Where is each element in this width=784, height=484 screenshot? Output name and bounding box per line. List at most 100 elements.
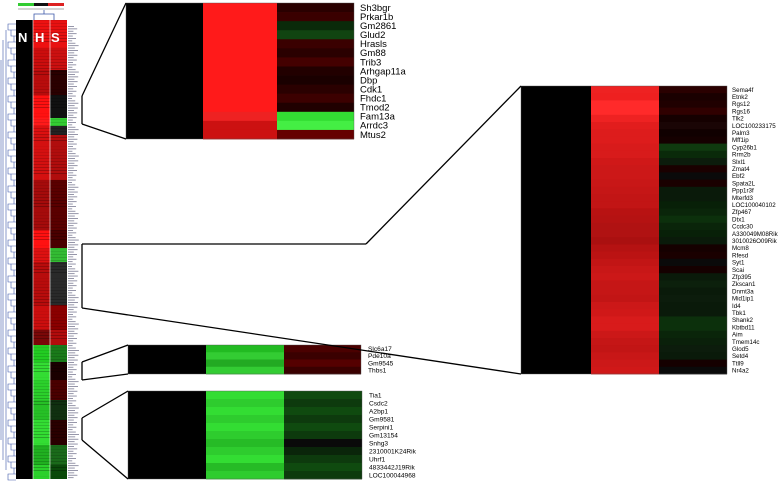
overview-row-label — [68, 299, 75, 301]
overview-band-s — [50, 262, 67, 305]
right_zoom-cell-s — [659, 302, 727, 310]
overview-row-label — [68, 107, 78, 109]
gene-label: Tmem14c — [732, 339, 760, 346]
gene-label: Thbs1 — [368, 368, 387, 375]
overview-row-label — [68, 177, 73, 179]
overview-row-label — [68, 292, 73, 294]
right_zoom-cell-s — [659, 107, 727, 116]
overview-row-label — [68, 220, 75, 222]
right_zoom-cell-h — [591, 150, 659, 159]
right_zoom-cell-h — [591, 258, 659, 267]
overview-row-label — [68, 59, 77, 61]
gene-label: Palm3 — [732, 130, 750, 137]
overview-row-label — [68, 450, 74, 452]
right_zoom-cell-h — [591, 222, 659, 231]
gene-label: Ppp1r3f — [732, 188, 754, 195]
right_zoom-cell-s — [659, 273, 727, 281]
color-key-black — [34, 3, 48, 6]
overview-band-h — [33, 135, 50, 180]
mid_small_zoom-column-n — [128, 345, 206, 374]
row-dendrogram — [0, 23, 16, 481]
gene-label: Serpini1 — [369, 424, 394, 431]
overview-row-label — [68, 282, 74, 284]
overview-row-label — [68, 422, 77, 423]
overview-row-label — [68, 194, 74, 195]
bottom_zoom-cell-s — [284, 455, 362, 464]
top_right_zoom-cell-s — [277, 75, 354, 85]
gene-label: Fhdc1 — [360, 94, 386, 105]
overview-row-label — [68, 280, 78, 282]
overview-row-label — [68, 438, 79, 440]
overview-row-label — [68, 249, 78, 251]
right_zoom-cell-s — [659, 194, 727, 202]
overview-row-label — [68, 254, 77, 255]
right_zoom-cell-h — [591, 143, 659, 152]
overview-band-h — [33, 465, 50, 479]
overview-row-label — [68, 390, 78, 392]
overview-band-h — [33, 180, 50, 230]
mid_small_zoom-cell-s — [284, 345, 361, 353]
overview-row-label — [68, 266, 72, 267]
overview-band-s — [50, 180, 67, 230]
overview-band-s — [50, 48, 67, 70]
overview-row-label — [68, 71, 79, 73]
overview-row-label — [68, 395, 77, 397]
overview-row-label — [68, 436, 76, 438]
overview-row-label — [68, 378, 76, 380]
overview-row-label — [68, 364, 78, 366]
bottom_zoom-cell-h — [206, 391, 284, 400]
bottom_zoom-cell-s — [284, 391, 362, 400]
right_zoom-cell-h — [591, 330, 659, 339]
gene-label: Ebf2 — [732, 173, 745, 180]
top_right_zoom-cell-h — [203, 39, 277, 49]
overview-row-label — [68, 398, 73, 399]
overview-row-label — [68, 453, 77, 455]
top_right_zoom-cell-s — [277, 48, 354, 58]
overview-band-h — [33, 420, 50, 445]
overview-row-label — [68, 256, 74, 258]
overview-row-label — [68, 350, 79, 351]
right_zoom-cell-h — [591, 294, 659, 303]
overview-row-label — [68, 47, 75, 49]
right_zoom-cell-h — [591, 86, 659, 94]
right_zoom-cell-h — [591, 122, 659, 130]
overview-row-label — [68, 460, 73, 462]
gene-label: Tmod2 — [360, 103, 390, 114]
overview-row-label — [68, 110, 74, 111]
overview-band-s — [50, 126, 67, 135]
overview-row-label — [68, 251, 74, 253]
overview-band-h — [33, 305, 50, 330]
overview-row-label — [68, 95, 76, 97]
overview-row-label — [68, 338, 77, 339]
overview-row-label — [68, 345, 73, 347]
gene-label: Mcm8 — [732, 245, 749, 252]
gene-label: Spata2L — [732, 180, 756, 187]
overview-row-label — [68, 366, 74, 368]
connector-right-upper — [365, 85, 522, 245]
gene-label: Gm9581 — [369, 416, 395, 423]
right_zoom-cell-h — [591, 165, 659, 173]
overview-row-label — [68, 374, 76, 375]
overview-row-label — [68, 88, 74, 90]
overview-band-s — [50, 380, 67, 400]
right_zoom-cell-h — [591, 345, 659, 353]
overview-row-label — [68, 93, 73, 95]
gene-label: Mff1ip — [732, 137, 749, 144]
overview-row-label — [68, 340, 74, 342]
right_zoom-cell-h — [591, 237, 659, 245]
overview-band-h — [33, 70, 50, 95]
overview-row-label — [68, 446, 74, 447]
overview-row-label — [68, 172, 74, 174]
overview-row-label — [68, 314, 73, 315]
right_zoom-cell-s — [659, 237, 727, 245]
overview-row-label — [68, 426, 77, 428]
overview-row-label — [68, 33, 77, 35]
bottom_zoom-cell-s — [284, 447, 362, 456]
top_right_zoom-cell-h — [203, 102, 277, 113]
overview-row-label — [68, 52, 75, 54]
overview-row-label — [68, 66, 73, 68]
gene-label: Id4 — [732, 303, 741, 310]
right_zoom-cell-h — [591, 129, 659, 137]
gene-label: Rfesd — [732, 252, 749, 259]
right_zoom-cell-h — [591, 280, 659, 288]
